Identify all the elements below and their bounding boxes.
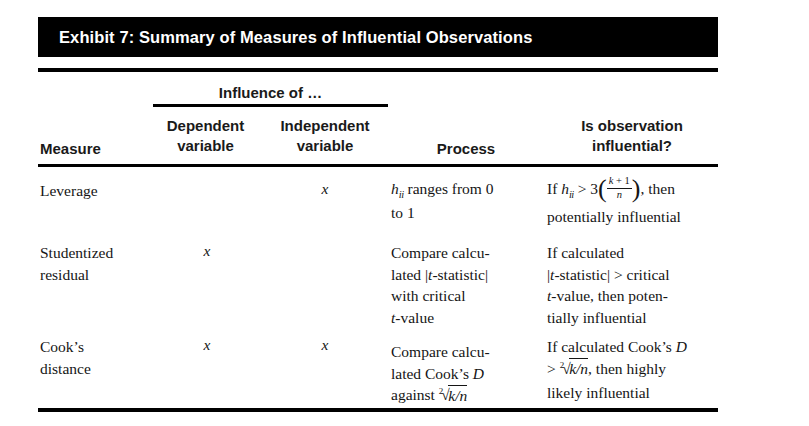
exhibit-title: Exhibit 7: Summary of Measures of Influe…	[38, 28, 532, 47]
row-studentized-measure-cell: Studentized residual	[40, 242, 113, 285]
rule-text: If	[547, 180, 561, 197]
row-leverage-process-cell: hii ranges from 0 to 1	[391, 178, 541, 223]
rule-text: -value, then poten-	[551, 287, 668, 304]
column-header-dependent-variable: Dependent variable	[148, 116, 263, 156]
exhibit-page: Exhibit 7: Summary of Measures of Influe…	[0, 0, 809, 426]
rule-line: > 2√k/n, then highly	[547, 358, 719, 383]
process-line: lated Cook’s D	[391, 363, 541, 385]
row-cooks-process-cell: Compare calcu- lated Cook’s D against 2√…	[391, 341, 541, 409]
rule-line: |t-statistic| > critical	[547, 264, 719, 286]
process-line: t-value	[391, 307, 541, 329]
column-header-independent-line1: Independent	[266, 116, 384, 136]
process-line: with critical	[391, 285, 541, 307]
measure-line: distance	[40, 358, 91, 380]
process-text: -statistic|	[432, 266, 488, 283]
process-text: -value	[395, 309, 434, 326]
h-subscript: ii	[399, 189, 404, 200]
open-paren: (	[598, 174, 607, 203]
radicand: k/n	[569, 358, 588, 377]
process-text: lated |	[391, 266, 428, 283]
rule-text: , then	[640, 180, 674, 197]
rule-line: potentially influential	[547, 206, 719, 228]
process-text: against	[391, 386, 439, 403]
process-line: against 2√k/n	[391, 384, 541, 409]
table-bottom-rule	[38, 408, 718, 412]
row-studentized-dependent-mark: x	[152, 242, 262, 260]
fraction-numerator: k + 1	[607, 175, 632, 189]
fraction: k + 1n	[607, 175, 632, 202]
column-header-process: Process	[392, 139, 540, 159]
rule-line: tially influential	[547, 307, 719, 329]
root-index: 2	[560, 360, 565, 370]
numerator-rest: + 1	[613, 175, 629, 186]
process-text: ranges from 0	[404, 180, 494, 197]
column-header-dependent-line2: variable	[148, 136, 263, 156]
row-cooks-independent-mark: x	[270, 336, 380, 354]
table-top-rule	[38, 68, 718, 72]
row-leverage-independent-mark: x	[270, 180, 380, 198]
process-line: Compare calcu-	[391, 341, 541, 363]
rule-line: t-value, then poten-	[547, 285, 719, 307]
rule-text: -statistic| > critical	[554, 266, 669, 283]
column-group-header-influence-of: Influence of …	[153, 83, 388, 103]
column-header-independent-variable: Independent variable	[266, 116, 384, 156]
column-header-dependent-line1: Dependent	[148, 116, 263, 136]
column-header-measure: Measure	[40, 139, 150, 159]
radicand: k/n	[448, 385, 467, 404]
row-studentized-rule-cell: If calculated |t-statistic| > critical t…	[547, 242, 719, 328]
rule-text: >	[547, 360, 560, 377]
fraction-denominator: n	[607, 189, 632, 202]
process-line: Compare calcu-	[391, 242, 541, 264]
h-subscript: ii	[569, 189, 574, 200]
measure-line: Cook’s	[40, 336, 91, 358]
column-header-influential-line2: influential?	[548, 136, 716, 156]
row-leverage-measure-cell: Leverage	[40, 180, 98, 202]
d-symbol: D	[473, 365, 484, 382]
row-cooks-rule-cell: If calculated Cook’s D > 2√k/n, then hig…	[547, 336, 719, 404]
column-header-is-observation-influential: Is observation influential?	[548, 116, 716, 156]
h-symbol: h	[391, 180, 399, 197]
rule-text: If calculated Cook’s	[547, 338, 676, 355]
column-header-influential-line1: Is observation	[548, 116, 716, 136]
measure-line: residual	[40, 264, 113, 286]
d-symbol: D	[676, 338, 687, 355]
column-header-independent-line2: variable	[266, 136, 384, 156]
row-studentized-process-cell: Compare calcu- lated |t-statistic| with …	[391, 242, 541, 328]
greater-than: >	[574, 180, 591, 197]
h-symbol: h	[561, 180, 569, 197]
root-index: 2	[439, 386, 444, 396]
process-text: lated Cook’s	[391, 365, 473, 382]
square-root: 2√k/n	[560, 360, 588, 377]
process-line: to 1	[391, 202, 541, 224]
measure-line: Studentized	[40, 242, 113, 264]
coefficient: 3	[590, 180, 598, 197]
process-line: hii ranges from 0	[391, 178, 541, 202]
close-paren: )	[632, 174, 641, 203]
rule-line: likely influential	[547, 382, 719, 404]
rule-line: If calculated	[547, 242, 719, 264]
header-bottom-rule	[38, 164, 718, 167]
row-leverage-rule-cell: If hii > 3(k + 1n), then potentially inf…	[547, 172, 719, 228]
process-line: lated |t-statistic|	[391, 264, 541, 286]
influence-span-underline	[153, 104, 388, 107]
rule-line: If calculated Cook’s D	[547, 336, 719, 358]
exhibit-title-bar: Exhibit 7: Summary of Measures of Influe…	[38, 17, 718, 57]
row-cooks-measure-cell: Cook’s distance	[40, 336, 91, 379]
square-root: 2√k/n	[439, 386, 467, 403]
rule-formula-line: If hii > 3(k + 1n), then	[547, 172, 719, 206]
row-cooks-dependent-mark: x	[152, 336, 262, 354]
rule-text: , then highly	[588, 360, 666, 377]
